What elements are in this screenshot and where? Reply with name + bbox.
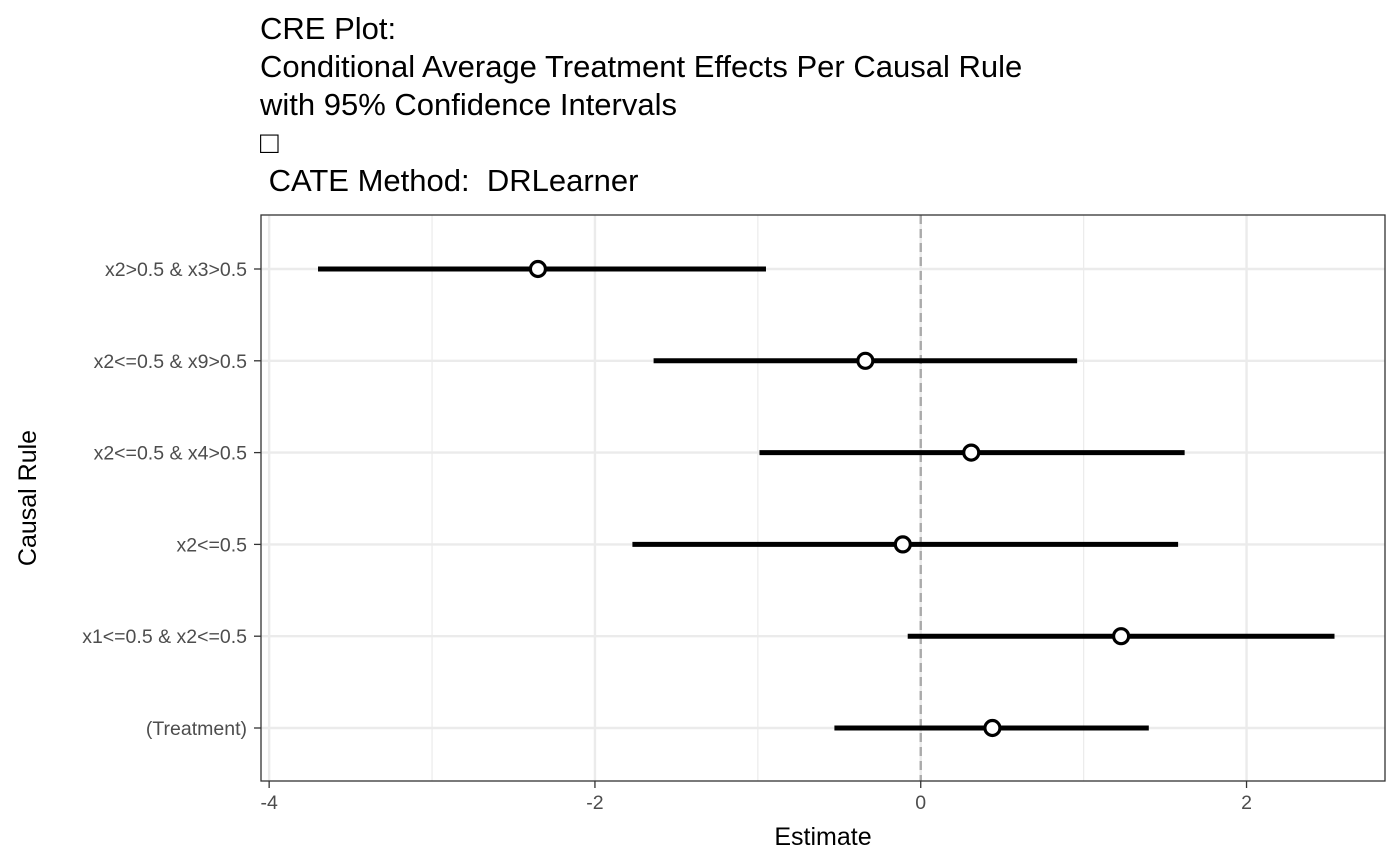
chart-title: CRE Plot:Conditional Average Treatment E…: [259, 11, 1022, 198]
y-tick-label: x1<=0.5 & x2<=0.5: [82, 626, 247, 648]
y-axis: x2>0.5 & x3>0.5 x2<=0.5 & x9>0.5 x2<=0.5 &…: [82, 259, 261, 740]
y-tick-label: x2<=0.5 & x9>0.5: [94, 351, 248, 373]
x-tick-label: -4: [260, 792, 277, 814]
chart-marks: [318, 259, 1335, 738]
title-line-4: □: [260, 125, 279, 160]
estimate-point: [528, 259, 548, 279]
estimate-point: [1112, 627, 1131, 646]
title-line-1: CRE Plot:: [260, 11, 396, 46]
x-tick-label: 0: [915, 792, 926, 814]
y-tick-label: (Treatment): [146, 718, 247, 740]
estimate-point: [856, 351, 875, 370]
x-tick-label: 2: [1241, 792, 1252, 814]
x-axis: -4 -2 0 2: [260, 781, 1252, 814]
y-tick-label: x2>0.5 & x3>0.5: [105, 259, 247, 281]
x-tick-label: -2: [586, 792, 603, 814]
x-axis-title: Estimate: [774, 823, 871, 851]
estimate-point: [962, 443, 981, 462]
estimate-point: [893, 535, 912, 554]
plot-panel: [261, 215, 1385, 781]
plot-panel-border: [260, 214, 1386, 782]
y-tick-label: x2<=0.5 & x4>0.5: [94, 443, 248, 465]
title-line-5: CATE Method: DRLearner: [260, 163, 638, 198]
title-line-3: with 95% Confidence Intervals: [259, 87, 677, 122]
title-line-2: Conditional Average Treatment Effects Pe…: [260, 49, 1022, 84]
estimate-point: [983, 718, 1002, 738]
y-axis-title: Causal Rule: [14, 430, 42, 566]
y-tick-label: x2<=0.5: [177, 534, 248, 556]
